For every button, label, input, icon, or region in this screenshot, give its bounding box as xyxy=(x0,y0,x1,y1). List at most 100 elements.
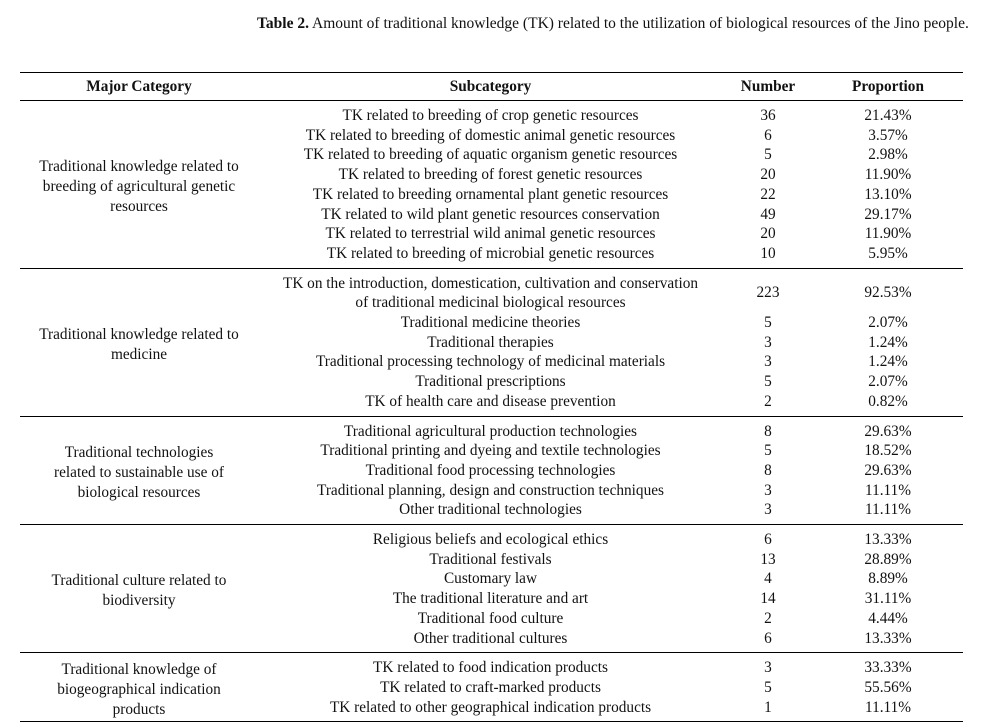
proportion-cell: 8.89% xyxy=(868,570,908,588)
category-group: Traditional culture related to biodivers… xyxy=(20,524,963,654)
table-row: The traditional literature and art 14 31.1… xyxy=(20,589,963,609)
table-row: TK related to other geographical indicat… xyxy=(20,697,963,723)
table-row: Traditional knowledge related to medicin… xyxy=(20,268,963,417)
subcategory-cell: Traditional therapies xyxy=(427,333,554,351)
subcategory-cell: Traditional planning, design and constru… xyxy=(317,481,664,499)
subcategory-cell: TK related to food indication products xyxy=(373,659,608,677)
table-row: Traditional printing and dyeing and text… xyxy=(20,441,963,461)
proportion-cell: 55.56% xyxy=(864,678,912,696)
table-row: Traditional prescriptions 5 2.07% xyxy=(20,372,963,392)
subcategory-cell: Traditional food culture xyxy=(417,609,564,627)
number-cell: 22 xyxy=(760,185,776,203)
major-category-cell: Traditional culture related to biodivers… xyxy=(20,524,258,654)
header-subcategory: Subcategory xyxy=(258,72,723,101)
number-cell: 49 xyxy=(760,205,776,223)
number-cell: 5 xyxy=(764,442,772,460)
number-cell: 14 xyxy=(760,590,776,608)
number-cell: 6 xyxy=(723,628,813,654)
number-cell: 5 xyxy=(764,373,772,391)
subcategory-cell: Traditional printing and dyeing and text… xyxy=(320,442,661,460)
table-row: Traditional knowledge of biogeographical… xyxy=(20,652,963,723)
tk-table: Major Category Subcategory Number Propor… xyxy=(20,72,963,723)
table-row: TK related to wild plant genetic resourc… xyxy=(20,205,963,225)
subcategory-cell: TK related to wild plant genetic resourc… xyxy=(321,205,660,223)
proportion-cell: 13.33% xyxy=(864,531,912,549)
table-row: TK related to craft-marked products 5 55.5… xyxy=(20,678,963,698)
subcategory-cell: TK related to breeding of crop genetic r… xyxy=(342,107,639,124)
number-cell: 13 xyxy=(760,550,776,568)
subcategory-cell: The traditional literature and art xyxy=(392,590,589,608)
proportion-cell: 29.17% xyxy=(864,205,912,223)
number-cell: 36 xyxy=(760,107,776,124)
proportion-cell: 2.07% xyxy=(868,314,908,332)
major-category-cell: Traditional technologies related to sust… xyxy=(20,416,258,526)
number-cell: 1 xyxy=(723,697,813,723)
subcategory-cell: TK of health care and disease prevention xyxy=(258,391,723,417)
header-row: Major Category Subcategory Number Propor… xyxy=(20,72,963,101)
major-category-text: Traditional technologies related to sust… xyxy=(54,444,224,501)
number-cell: 2 xyxy=(764,609,772,627)
table-row: TK related to breeding of domestic anima… xyxy=(20,126,963,146)
number-cell: 223 xyxy=(756,284,780,302)
number-cell: 2 xyxy=(723,391,813,417)
table-row: Traditional culture related to biodivers… xyxy=(20,524,963,654)
major-category-text: Traditional knowledge related to medicin… xyxy=(39,325,239,363)
proportion-cell: 11.11% xyxy=(864,481,912,499)
number-cell: 3 xyxy=(764,659,772,677)
number-cell: 5 xyxy=(764,314,772,332)
proportion-cell: 2.98% xyxy=(868,146,908,164)
proportion-cell: 33.33% xyxy=(864,659,912,677)
table-row: TK related to breeding of microbial gene… xyxy=(20,243,963,269)
subcategory-cell: TK related to breeding ornamental plant … xyxy=(312,185,669,203)
subcategory-cell: TK on the introduction, domestication, c… xyxy=(282,274,699,312)
table-row: TK related to terrestrial wild animal ge… xyxy=(20,224,963,244)
subcategory-cell: TK related to breeding of forest genetic… xyxy=(338,166,643,184)
caption-label: Table 2. xyxy=(257,15,309,32)
proportion-cell: 29.63% xyxy=(864,461,912,479)
number-cell: 4 xyxy=(764,570,772,588)
number-cell: 5 xyxy=(764,678,772,696)
proportion-cell: 28.89% xyxy=(864,550,912,568)
subcategory-cell: Traditional prescriptions xyxy=(415,373,566,391)
proportion-cell: 21.43% xyxy=(864,107,912,124)
subcategory-cell: Other traditional cultures xyxy=(258,628,723,654)
proportion-cell: 11.11% xyxy=(813,500,963,526)
table-row: Traditional food culture 2 4.44% xyxy=(20,609,963,629)
category-group: Traditional knowledge related to medicin… xyxy=(20,268,963,417)
table-row: Traditional planning, design and constru… xyxy=(20,481,963,501)
table-row: TK related to breeding of forest genetic… xyxy=(20,165,963,185)
number-cell: 5 xyxy=(764,146,772,164)
proportion-cell: 11.90% xyxy=(864,166,912,184)
major-category-cell: Traditional knowledge related to breedin… xyxy=(20,100,258,269)
table-row: Other traditional cultures 6 13.33% xyxy=(20,628,963,654)
category-group: Traditional technologies related to sust… xyxy=(20,416,963,526)
subcategory-cell: TK related to breeding of aquatic organi… xyxy=(303,146,678,164)
table-row: TK related to breeding of aquatic organi… xyxy=(20,145,963,165)
subcategory-cell: Religious beliefs and ecological ethics xyxy=(372,531,609,549)
header-proportion: Proportion xyxy=(813,72,963,101)
subcategory-cell: Customary law xyxy=(443,570,538,588)
table-row: Other traditional technologies 3 11.11% xyxy=(20,500,963,526)
proportion-cell: 29.63% xyxy=(864,422,912,440)
table-row: TK related to breeding ornamental plant … xyxy=(20,185,963,205)
number-cell: 20 xyxy=(760,225,776,243)
subcategory-cell: Other traditional technologies xyxy=(258,500,723,526)
subcategory-cell: Traditional agricultural production tech… xyxy=(344,422,637,440)
number-cell: 3 xyxy=(723,500,813,526)
number-cell: 10 xyxy=(723,243,813,269)
number-cell: 3 xyxy=(764,481,772,499)
major-category-cell: Traditional knowledge of biogeographical… xyxy=(20,652,258,723)
proportion-cell: 1.24% xyxy=(868,353,908,371)
subcategory-cell: TK related to other geographical indicat… xyxy=(258,697,723,723)
subcategory-cell: Traditional medicine theories xyxy=(400,314,581,332)
category-group: Traditional knowledge related to breedin… xyxy=(20,100,963,269)
subcategory-cell: Traditional food processing technologies xyxy=(365,461,616,479)
proportion-cell: 31.11% xyxy=(864,590,912,608)
subcategory-cell: Traditional processing technology of med… xyxy=(315,353,666,371)
subcategory-cell: TK related to terrestrial wild animal ge… xyxy=(325,225,656,243)
caption-text: Amount of traditional knowledge (TK) rel… xyxy=(308,15,969,32)
header-major-category: Major Category xyxy=(20,72,258,101)
subcategory-cell: TK related to breeding of microbial gene… xyxy=(258,243,723,269)
table-row: Customary law 4 8.89% xyxy=(20,569,963,589)
header-number: Number xyxy=(723,72,813,101)
